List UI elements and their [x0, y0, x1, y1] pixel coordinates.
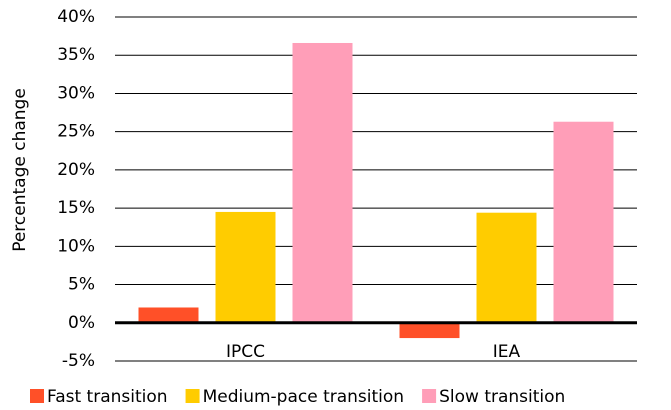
x-tick-label: IEA — [493, 342, 521, 362]
legend-label: Medium-pace transition — [203, 387, 405, 407]
bar — [292, 42, 353, 323]
bar — [138, 307, 199, 323]
legend-swatch — [185, 389, 200, 403]
bar — [476, 212, 537, 323]
y-tick-label: 25% — [57, 122, 95, 142]
y-tick-label: 40% — [57, 7, 95, 27]
legend-label: Fast transition — [47, 387, 168, 407]
legend-swatch — [30, 389, 44, 403]
x-tick-label: IPCC — [226, 342, 265, 362]
legend-label: Slow transition — [439, 387, 565, 407]
y-axis-label: Percentage change — [10, 88, 30, 252]
y-tick-label: 35% — [57, 45, 95, 65]
y-tick-label: 0% — [68, 313, 95, 333]
bar — [215, 211, 276, 323]
y-tick-label: 30% — [57, 83, 95, 103]
y-tick-label: 15% — [57, 198, 95, 218]
bar — [399, 322, 460, 339]
y-tick-label: -5% — [62, 351, 95, 371]
y-tick-label: 5% — [68, 275, 95, 295]
y-tick-label: 20% — [57, 160, 95, 180]
bar — [553, 121, 614, 323]
legend-swatch — [422, 389, 437, 403]
y-tick-label: 10% — [57, 236, 95, 256]
